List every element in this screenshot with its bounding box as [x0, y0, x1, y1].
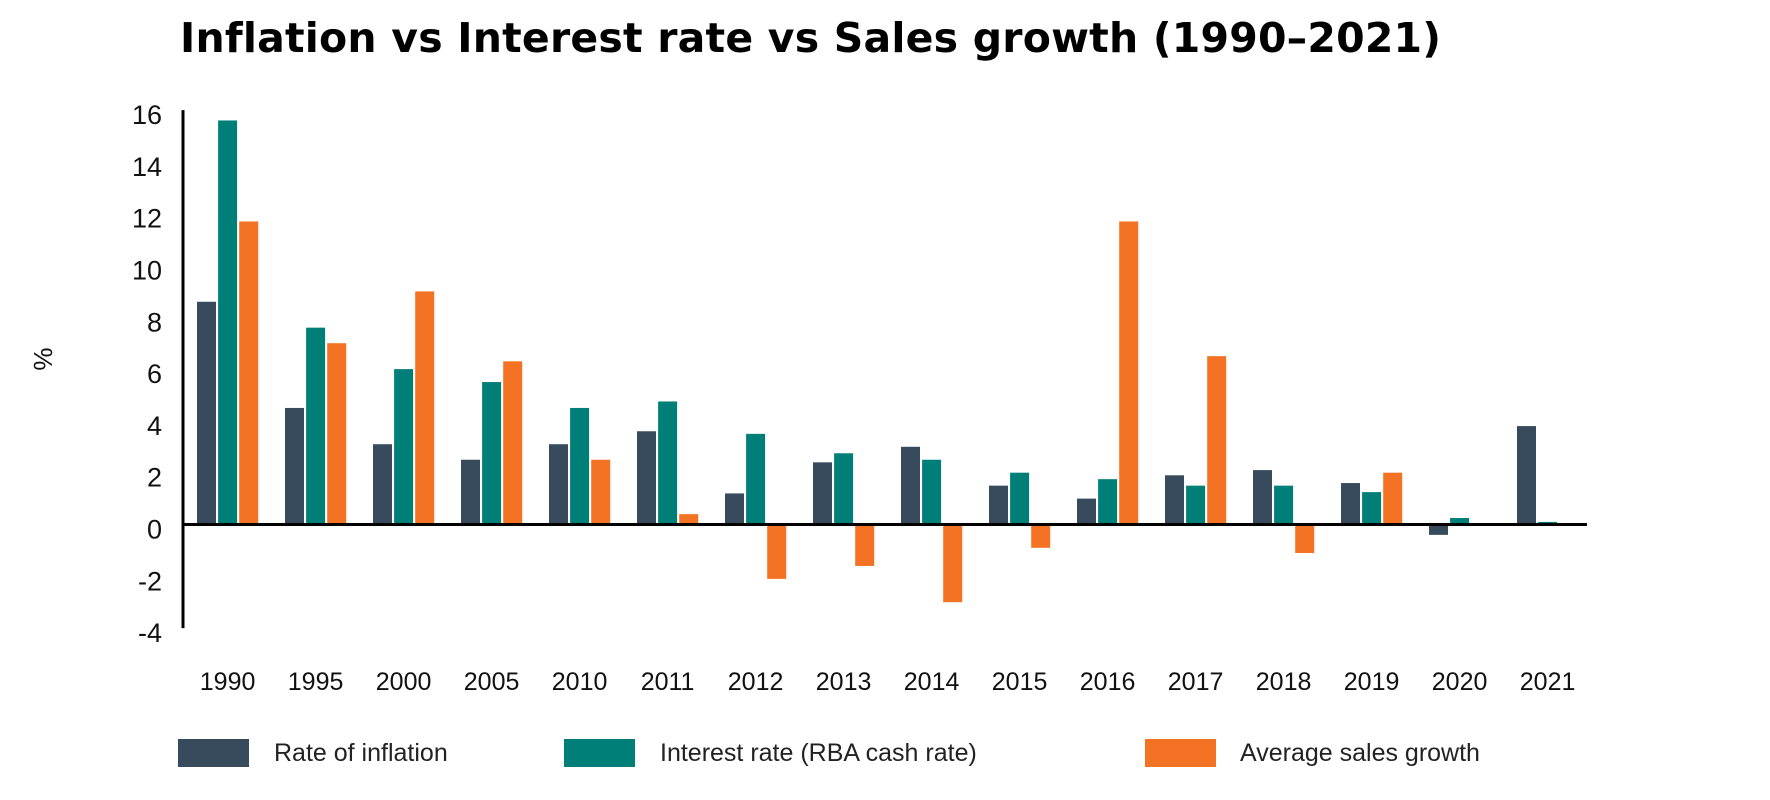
bar-interest-rate-rba-cash-rate-2015	[1010, 472, 1030, 525]
bars-layer	[197, 120, 1558, 603]
bar-rate-of-inflation-2010	[549, 444, 568, 525]
x-tick-labels: 1990 1995 2000 2005 2010 2011 2012 2013 2014 2015…	[200, 668, 1576, 696]
legend-item-inflation: Rate of inflation	[178, 739, 448, 767]
y-tick-label: 16	[132, 100, 162, 130]
y-tick-label: 12	[132, 204, 162, 234]
legend-swatch-interest-rate	[564, 739, 635, 767]
x-tick-label: 2000	[376, 668, 432, 696]
y-tick-label: 0	[147, 515, 162, 545]
x-tick-label: 2017	[1168, 668, 1224, 696]
bar-rate-of-inflation-2017	[1165, 475, 1184, 525]
y-tick-label: 2	[147, 463, 162, 493]
y-tick-label: 14	[132, 152, 162, 182]
bar-average-sales-growth-2014	[943, 524, 963, 603]
x-tick-label: 2012	[728, 668, 784, 696]
bar-interest-rate-rba-cash-rate-2011	[658, 401, 678, 525]
bar-rate-of-inflation-2005	[461, 459, 480, 525]
bar-rate-of-inflation-2019	[1341, 483, 1360, 525]
bar-rate-of-inflation-2016	[1077, 498, 1096, 525]
bar-rate-of-inflation-2011	[637, 431, 656, 525]
legend-label-inflation: Rate of inflation	[274, 739, 448, 767]
x-tick-label: 2018	[1256, 668, 1312, 696]
bar-average-sales-growth-2010	[591, 459, 611, 525]
x-tick-label: 2010	[552, 668, 608, 696]
bar-interest-rate-rba-cash-rate-2020	[1450, 518, 1470, 525]
bar-rate-of-inflation-2000	[373, 444, 392, 525]
bar-average-sales-growth-2005	[503, 361, 523, 525]
bar-rate-of-inflation-1990	[197, 301, 216, 525]
legend-swatch-sales-growth	[1145, 739, 1216, 767]
y-tick-label: 6	[147, 359, 162, 389]
bar-interest-rate-rba-cash-rate-2016	[1098, 479, 1118, 525]
bar-interest-rate-rba-cash-rate-2019	[1362, 492, 1382, 525]
chart-title: Inflation vs Interest rate vs Sales grow…	[180, 14, 1442, 62]
bar-average-sales-growth-2000	[415, 291, 435, 525]
bar-interest-rate-rba-cash-rate-2010	[570, 407, 590, 525]
bar-rate-of-inflation-2013	[813, 462, 832, 525]
bar-rate-of-inflation-2021	[1517, 426, 1536, 525]
bar-rate-of-inflation-2014	[901, 446, 920, 525]
y-tick-label: 10	[132, 256, 162, 286]
bar-interest-rate-rba-cash-rate-1990	[218, 120, 238, 525]
bar-average-sales-growth-2017	[1207, 356, 1227, 525]
x-tick-label: 2014	[904, 668, 960, 696]
bar-average-sales-growth-2019	[1383, 472, 1403, 525]
x-tick-label: 2016	[1080, 668, 1136, 696]
y-tick-labels: 16 14 12 10 8 6 4 2 0 -2 -4	[132, 100, 162, 648]
y-tick-label: -4	[138, 618, 162, 648]
bar-rate-of-inflation-1995	[285, 407, 304, 525]
bar-rate-of-inflation-2020	[1429, 524, 1448, 535]
bar-interest-rate-rba-cash-rate-2014	[922, 459, 942, 525]
x-tick-label: 2020	[1432, 668, 1488, 696]
bar-interest-rate-rba-cash-rate-2005	[482, 382, 502, 525]
legend-label-interest-rate: Interest rate (RBA cash rate)	[660, 739, 977, 767]
bar-rate-of-inflation-2015	[989, 485, 1008, 525]
legend-label-sales-growth: Average sales growth	[1240, 739, 1480, 767]
bar-interest-rate-rba-cash-rate-2013	[834, 453, 854, 525]
bar-interest-rate-rba-cash-rate-1995	[306, 327, 326, 525]
bar-average-sales-growth-1990	[239, 221, 259, 525]
bar-rate-of-inflation-2018	[1253, 470, 1272, 525]
bar-average-sales-growth-2011	[679, 514, 699, 525]
bar-average-sales-growth-2012	[767, 524, 787, 579]
x-tick-label: 2005	[464, 668, 520, 696]
bar-interest-rate-rba-cash-rate-2000	[394, 369, 414, 525]
legend-item-sales-growth: Average sales growth	[1145, 739, 1480, 767]
bar-average-sales-growth-1995	[327, 343, 347, 525]
bar-interest-rate-rba-cash-rate-2017	[1186, 485, 1206, 525]
legend-swatch-inflation	[178, 739, 249, 767]
bar-average-sales-growth-2016	[1119, 221, 1139, 525]
bar-interest-rate-rba-cash-rate-2018	[1274, 485, 1294, 525]
y-tick-label: -2	[138, 566, 162, 596]
y-tick-label: 8	[147, 307, 162, 337]
bar-average-sales-growth-2015	[1031, 524, 1051, 548]
bar-average-sales-growth-2013	[855, 524, 875, 566]
bar-average-sales-growth-2018	[1295, 524, 1315, 553]
y-axis-label: %	[28, 347, 58, 370]
bar-interest-rate-rba-cash-rate-2012	[746, 433, 766, 525]
bar-rate-of-inflation-2012	[725, 493, 744, 525]
y-tick-label: 4	[147, 411, 162, 441]
x-tick-label: 2013	[816, 668, 872, 696]
x-tick-label: 2021	[1520, 668, 1576, 696]
x-tick-label: 1995	[288, 668, 344, 696]
x-tick-label: 2019	[1344, 668, 1400, 696]
x-tick-label: 1990	[200, 668, 256, 696]
x-tick-label: 2015	[992, 668, 1048, 696]
x-tick-label: 2011	[641, 668, 695, 696]
legend-item-interest-rate: Interest rate (RBA cash rate)	[564, 739, 977, 767]
